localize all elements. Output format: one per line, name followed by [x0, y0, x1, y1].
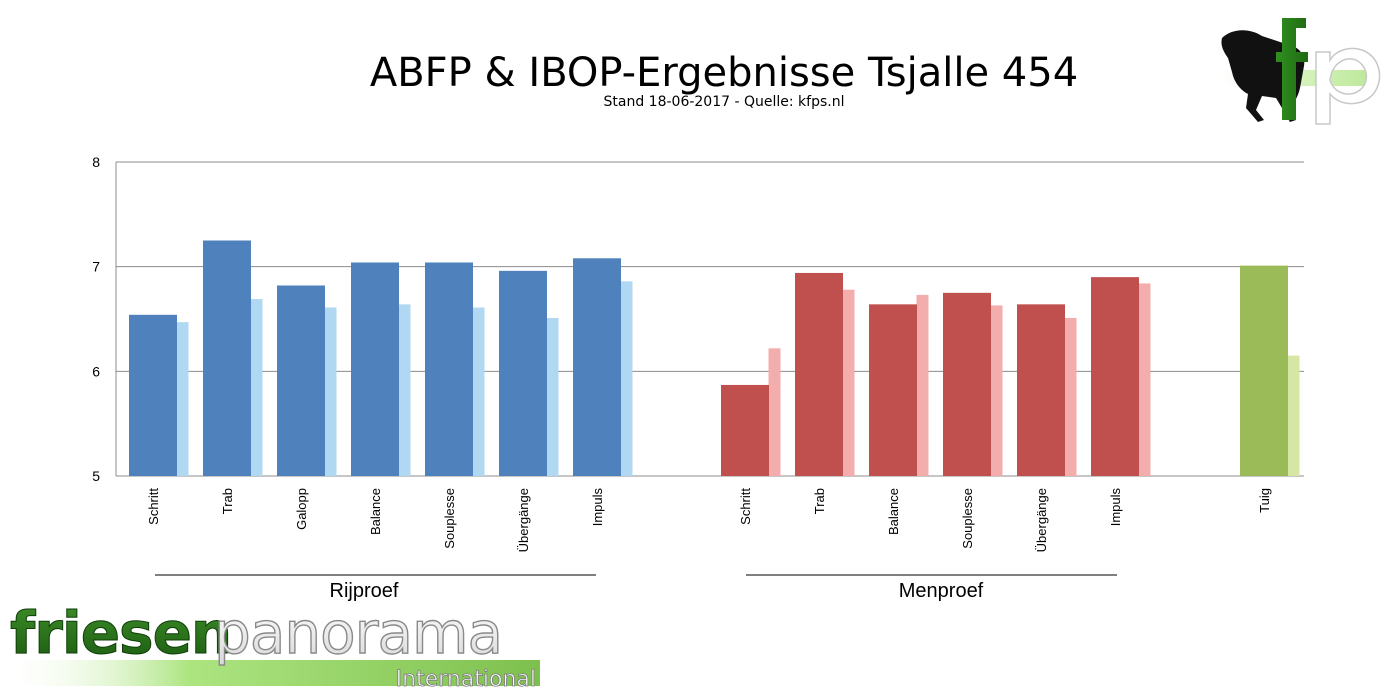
y-tick-label: 7 — [92, 259, 100, 275]
logo-word-friesen: friesen — [10, 599, 231, 667]
x-tick-label: Übergänge — [1034, 488, 1049, 552]
value-bar — [721, 384, 769, 476]
comparison-bar — [620, 281, 633, 476]
group-label: Rijproef — [330, 580, 399, 602]
x-tick-label: Impuls — [590, 488, 605, 527]
comparison-bar — [398, 304, 411, 476]
chart-title: ABFP & IBOP-Ergebnisse Tsjalle 454 — [370, 50, 1078, 96]
group-label: Menproef — [899, 580, 984, 602]
x-tick-label: Tuig — [1257, 488, 1272, 513]
value-bar — [129, 314, 177, 476]
logo-word-panorama: panorama — [214, 599, 502, 667]
value-bar — [425, 262, 473, 476]
value-bar — [277, 285, 325, 476]
comparison-bar — [990, 305, 1003, 476]
chart-subtitle: Stand 18-06-2017 - Quelle: kfps.nl — [604, 94, 845, 110]
value-bar — [795, 272, 843, 476]
comparison-bar — [472, 307, 485, 476]
x-tick-label: Schritt — [146, 488, 161, 525]
logo-stripe — [0, 660, 540, 686]
value-bar — [1017, 304, 1065, 476]
x-tick-label: Balance — [886, 488, 901, 535]
x-tick-label: Souplesse — [442, 488, 457, 549]
x-tick-label: Übergänge — [516, 488, 531, 552]
comparison-bar — [1138, 283, 1151, 476]
value-bar — [1091, 277, 1139, 476]
y-tick-label: 8 — [92, 154, 100, 170]
comparison-bar — [250, 299, 263, 476]
value-bar — [203, 240, 251, 476]
comparison-bar — [1064, 317, 1077, 476]
comparison-bar — [842, 289, 855, 476]
value-bar — [869, 304, 917, 476]
x-tick-label: Balance — [368, 488, 383, 535]
value-bar — [943, 292, 991, 476]
value-bar — [499, 270, 547, 476]
x-tick-label: Galopp — [294, 488, 309, 530]
value-bar — [573, 258, 621, 476]
x-tick-label: Trab — [812, 488, 827, 514]
comparison-bar — [546, 317, 559, 476]
comparison-bar — [916, 294, 929, 476]
fp-logo — [1210, 18, 1381, 125]
fp-logo-letter-f — [1276, 18, 1308, 120]
y-tick-label: 5 — [92, 468, 100, 484]
logo-word-international: International — [396, 667, 536, 692]
y-tick-label: 6 — [92, 363, 100, 379]
x-tick-label: Impuls — [1108, 488, 1123, 527]
friesenpanorama-logo: friesen panorama International — [0, 598, 540, 692]
comparison-bar — [324, 307, 337, 476]
value-bar — [1240, 265, 1288, 476]
x-tick-label: Souplesse — [960, 488, 975, 549]
comparison-bar — [176, 322, 189, 476]
x-tick-label: Schritt — [738, 488, 753, 525]
comparison-bar — [1287, 355, 1300, 476]
comparison-bar — [768, 348, 781, 476]
plot-area: 5 6 7 8 Schritt Trab Galopp Balance Souplesse Übe… — [92, 154, 1304, 602]
fp-logo-letter-p — [1315, 47, 1381, 125]
value-bar — [351, 262, 399, 476]
x-tick-label: Trab — [220, 488, 235, 514]
